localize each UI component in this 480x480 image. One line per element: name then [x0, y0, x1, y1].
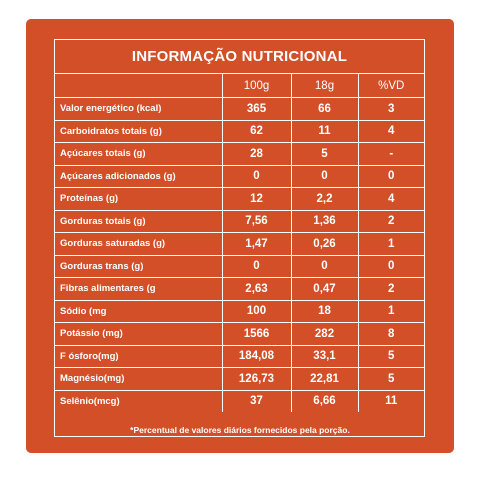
value-100g: 0 — [221, 254, 292, 278]
table-row: Sódio (mg 100 18 1 — [55, 299, 424, 323]
value-100g: 365 — [221, 97, 292, 121]
value-18g: 0 — [290, 254, 359, 278]
value-18g: 0,47 — [290, 277, 359, 301]
value-vd: 3 — [357, 97, 424, 121]
table-row: Magnésio(mg) 126,73 22,81 5 — [55, 367, 424, 391]
value-vd: - — [357, 142, 424, 166]
value-18g: 33,1 — [290, 344, 359, 368]
table-row: Selênio(mcg) 37 6,66 11 — [55, 389, 424, 412]
value-100g: 0 — [221, 164, 292, 188]
value-100g: 7,56 — [221, 209, 292, 233]
nutrient-name: Açúcares adicionados (g) — [55, 164, 223, 188]
value-100g: 126,73 — [221, 367, 292, 391]
nutrient-name: Açúcares totais (g) — [55, 142, 223, 166]
table-row: Gorduras saturadas (g) 1,47 0,26 1 — [55, 232, 424, 256]
nutrient-name: Magnésio(mg) — [55, 367, 223, 391]
nutrient-name: Gorduras saturadas (g) — [55, 232, 223, 256]
nutrient-name: F ósforo(mg) — [55, 344, 223, 368]
header-100g: 100g — [221, 73, 292, 98]
value-18g: 6,66 — [290, 389, 359, 412]
header-nutrient — [55, 73, 223, 98]
nutrient-name: Gorduras totais (g) — [55, 209, 223, 233]
value-18g: 22,81 — [290, 367, 359, 391]
table-row: Fibras alimentares (g 2,63 0,47 2 — [55, 277, 424, 301]
value-100g: 28 — [221, 142, 292, 166]
nutrient-name: Potássio (mg) — [55, 322, 223, 346]
value-vd: 5 — [357, 367, 424, 391]
value-vd: 0 — [357, 254, 424, 278]
nutrition-table: 100g 18g %VD Valor energético (kcal) 365 6… — [55, 73, 424, 412]
nutrition-panel: INFORMAÇÃO NUTRICIONAL 100g 18g %VD Valo… — [26, 19, 454, 453]
value-vd: 0 — [357, 164, 424, 188]
nutrient-name: Fibras alimentares (g — [55, 277, 223, 301]
table-row: Potássio (mg) 1566 282 8 — [55, 322, 424, 346]
panel-title: INFORMAÇÃO NUTRICIONAL — [131, 48, 348, 65]
nutrient-name: Carboidratos totais (g) — [55, 119, 223, 143]
value-100g: 37 — [221, 389, 292, 412]
table-row: Gorduras totais (g) 7,56 1,36 2 — [55, 209, 424, 233]
value-100g: 2,63 — [221, 277, 292, 301]
table-row: Açúcares adicionados (g) 0 0 0 — [55, 164, 424, 188]
value-100g: 1566 — [221, 322, 292, 346]
value-18g: 0 — [290, 164, 359, 188]
value-vd: 11 — [357, 389, 424, 412]
nutrient-name: Proteínas (g) — [55, 187, 223, 211]
nutrient-name: Sódio (mg — [55, 299, 223, 323]
value-18g: 0,26 — [290, 232, 359, 256]
table-header-row: 100g 18g %VD — [55, 73, 424, 98]
value-18g: 11 — [290, 119, 359, 143]
value-vd: 5 — [357, 344, 424, 368]
value-vd: 1 — [357, 299, 424, 323]
header-18g: 18g — [290, 73, 359, 98]
header-vd: %VD — [357, 73, 424, 98]
value-vd: 4 — [357, 187, 424, 211]
table-row: Proteínas (g) 12 2,2 4 — [55, 187, 424, 211]
table-row: F ósforo(mg) 184,08 33,1 5 — [55, 344, 424, 368]
table-row: Valor energético (kcal) 365 66 3 — [55, 97, 424, 121]
nutrient-name: Gorduras trans (g) — [55, 254, 223, 278]
value-vd: 2 — [357, 209, 424, 233]
table-row: Carboidratos totais (g) 62 11 4 — [55, 119, 424, 143]
value-18g: 66 — [290, 97, 359, 121]
value-100g: 12 — [221, 187, 292, 211]
value-100g: 1,47 — [221, 232, 292, 256]
value-vd: 8 — [357, 322, 424, 346]
value-18g: 1,36 — [290, 209, 359, 233]
nutrient-name: Selênio(mcg) — [55, 389, 223, 412]
value-100g: 62 — [221, 119, 292, 143]
value-vd: 2 — [357, 277, 424, 301]
table-row: Gorduras trans (g) 0 0 0 — [55, 254, 424, 278]
footnote: *Percentual de valores diários fornecido… — [130, 425, 350, 435]
value-18g: 18 — [290, 299, 359, 323]
value-100g: 100 — [221, 299, 292, 323]
value-18g: 282 — [290, 322, 359, 346]
nutrient-name: Valor energético (kcal) — [55, 97, 223, 121]
table-row: Açúcares totais (g) 28 5- — [55, 142, 424, 166]
value-18g: 2,2 — [290, 187, 359, 211]
value-18g: 5 — [290, 142, 359, 166]
nutrition-table-frame: INFORMAÇÃO NUTRICIONAL 100g 18g %VD Valo… — [54, 39, 425, 437]
value-vd: 4 — [357, 119, 424, 143]
value-100g: 184,08 — [221, 344, 292, 368]
value-vd: 1 — [357, 232, 424, 256]
